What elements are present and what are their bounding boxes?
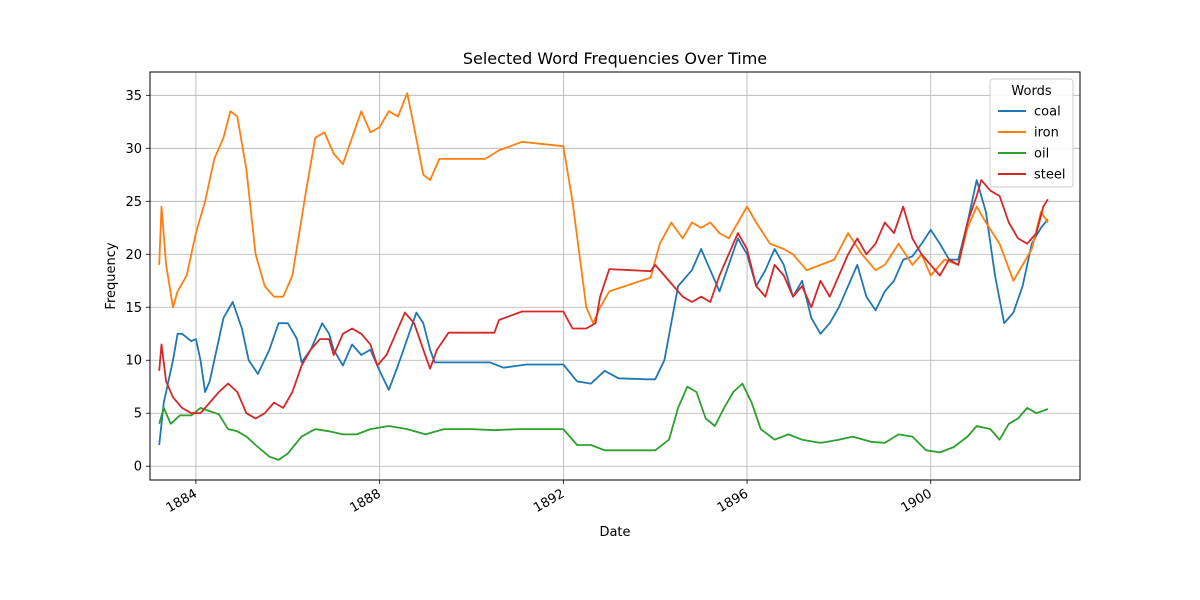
y-tick-label: 15 — [125, 301, 142, 316]
y-tick-label: 20 — [125, 248, 142, 263]
y-tick-label: 30 — [125, 142, 142, 157]
y-tick-label: 0 — [134, 460, 142, 475]
series-line-steel — [158, 179, 1049, 420]
y-axis-label: Frequency — [104, 242, 119, 309]
series-line-iron — [158, 92, 1049, 325]
series-line-coal — [158, 179, 1049, 446]
x-axis-label: Date — [599, 525, 630, 540]
series-line-oil — [158, 382, 1049, 461]
legend-label-coal: coal — [1034, 105, 1061, 120]
legend-label-oil: oil — [1034, 147, 1049, 162]
chart-title: Selected Word Frequencies Over Time — [463, 49, 767, 68]
legend-title: Words — [1011, 84, 1051, 99]
legend-label-iron: iron — [1034, 126, 1059, 141]
y-tick-label: 25 — [125, 195, 142, 210]
y-tick-label: 5 — [134, 407, 142, 422]
series-layer — [158, 92, 1049, 461]
legend-label-steel: steel — [1034, 168, 1065, 183]
legend-items: coal iron oil steel — [998, 105, 1065, 183]
y-tick-label: 35 — [125, 89, 142, 104]
plot-area-frame — [149, 71, 1081, 481]
y-axis: 0 5 10 15 20 25 30 35 — [125, 89, 150, 475]
y-tick-label: 10 — [125, 354, 142, 369]
legend-box — [989, 78, 1074, 188]
legend: Words coal iron oil steel — [989, 78, 1074, 188]
